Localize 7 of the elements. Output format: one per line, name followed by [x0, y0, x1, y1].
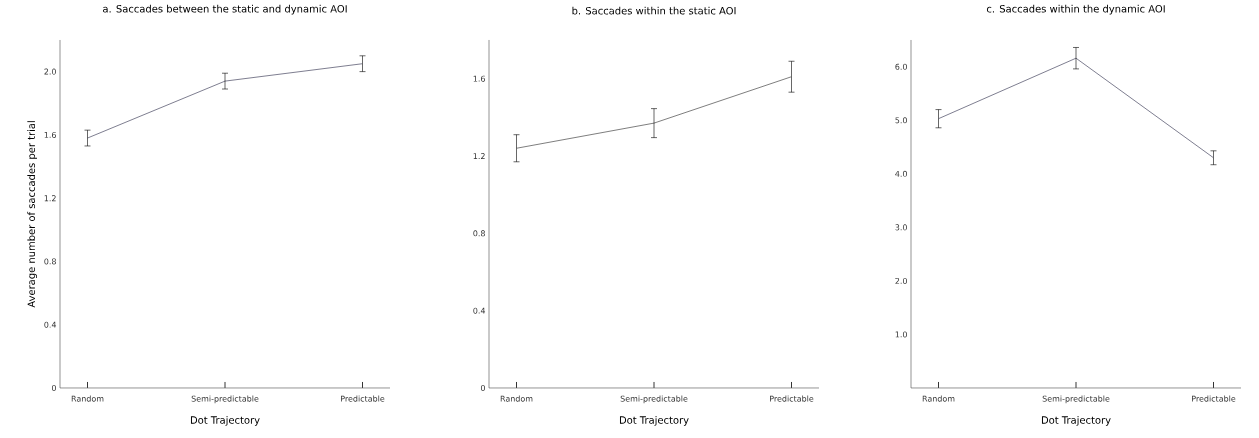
chart-title: a. Saccades between the static and dynamic AOI: [103, 4, 347, 15]
x-axis-title: Dot Trajectory: [1041, 416, 1111, 426]
y-axis-title: Average number of saccades per trial: [27, 121, 37, 308]
x-axis-title: Dot Trajectory: [190, 416, 260, 426]
x-axis-title: Dot Trajectory: [619, 416, 689, 426]
chart-title: b. Saccades within the static AOI: [572, 6, 736, 15]
chart-title: c. Saccades within the dynamic AOI: [986, 4, 1165, 15]
